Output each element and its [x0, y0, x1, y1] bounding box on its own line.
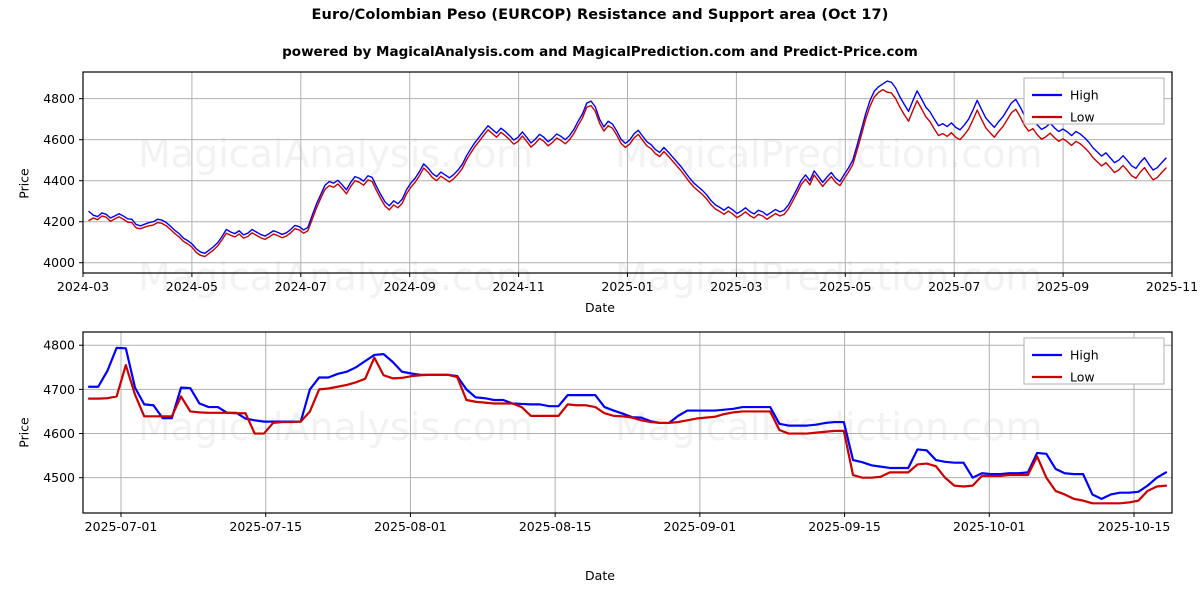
x-tick-label: 2025-10-15: [1098, 519, 1171, 534]
y-tick-label: 4000: [43, 255, 75, 270]
chart-legend: High Low: [1023, 337, 1165, 385]
watermark-text: MagicalPrediction.com: [615, 405, 1043, 449]
x-tick-label: 2025-09-15: [808, 519, 881, 534]
page-subtitle: powered by MagicalAnalysis.com and Magic…: [282, 44, 918, 60]
y-tick-label: 4400: [43, 173, 75, 188]
x-tick-label: 2025-05: [819, 279, 871, 294]
legend-label-low: Low: [1070, 370, 1095, 385]
x-tick-label: 2024-09: [384, 279, 436, 294]
x-tick-label: 2025-10-01: [953, 519, 1026, 534]
y-tick-label: 4200: [43, 214, 75, 229]
x-tick-label: 2025-09: [1037, 279, 1089, 294]
series-line-high: [87, 346, 1168, 500]
x-tick-label: 2025-01: [601, 279, 653, 294]
y-tick-label: 4700: [43, 382, 75, 397]
y-tick-label: 4800: [43, 91, 75, 106]
y-tick-label: 4600: [43, 426, 75, 441]
x-tick-label: 2025-08-01: [374, 519, 447, 534]
x-tick-label: 2025-07-15: [229, 519, 302, 534]
watermark-text: MagicalAnalysis.com: [138, 132, 533, 176]
x-tick-label: 2025-07-01: [85, 519, 158, 534]
series-line-high: [88, 80, 1167, 255]
x-tick-label: 2025-09-01: [664, 519, 737, 534]
y-tick-label: 4800: [43, 338, 75, 353]
x-tick-label: 2025-03: [710, 279, 762, 294]
x-tick-label: 2025-11: [1146, 279, 1198, 294]
x-tick-label: 2024-07: [275, 279, 327, 294]
recent-chart-panel: MagicalAnalysis.com MagicalPrediction.com…: [0, 322, 1200, 537]
overview-y-axis-label: Price: [16, 168, 32, 199]
x-tick-label: 2024-11: [492, 279, 544, 294]
series-line-low: [87, 356, 1168, 505]
legend-label-low: Low: [1070, 110, 1095, 125]
y-tick-label: 4500: [43, 470, 75, 485]
plot-border: [82, 331, 1173, 514]
legend-label-high: High: [1070, 348, 1099, 363]
x-tick-label: 2024-05: [166, 279, 218, 294]
page-title: Euro/Colombian Peso (EURCOP) Resistance …: [311, 7, 889, 23]
plot-border: [82, 71, 1173, 274]
overview-chart-panel: MagicalAnalysis.com MagicalPrediction.com…: [0, 62, 1200, 317]
legend-label-high: High: [1070, 88, 1099, 103]
y-tick-label: 4600: [43, 132, 75, 147]
chart-legend: High Low: [1023, 77, 1165, 125]
x-tick-label: 2024-03: [57, 279, 109, 294]
recent-y-axis-label: Price: [16, 417, 32, 448]
x-tick-label: 2025-08-15: [519, 519, 592, 534]
x-tick-label: 2025-07: [928, 279, 980, 294]
overview-chart-svg: MagicalAnalysis.com MagicalPrediction.com…: [43, 71, 1198, 299]
recent-x-axis-label: Date: [585, 568, 615, 583]
overview-x-axis-label: Date: [585, 300, 615, 315]
series-line-low: [88, 88, 1167, 258]
recent-chart-svg: MagicalAnalysis.com MagicalPrediction.com…: [43, 331, 1173, 534]
